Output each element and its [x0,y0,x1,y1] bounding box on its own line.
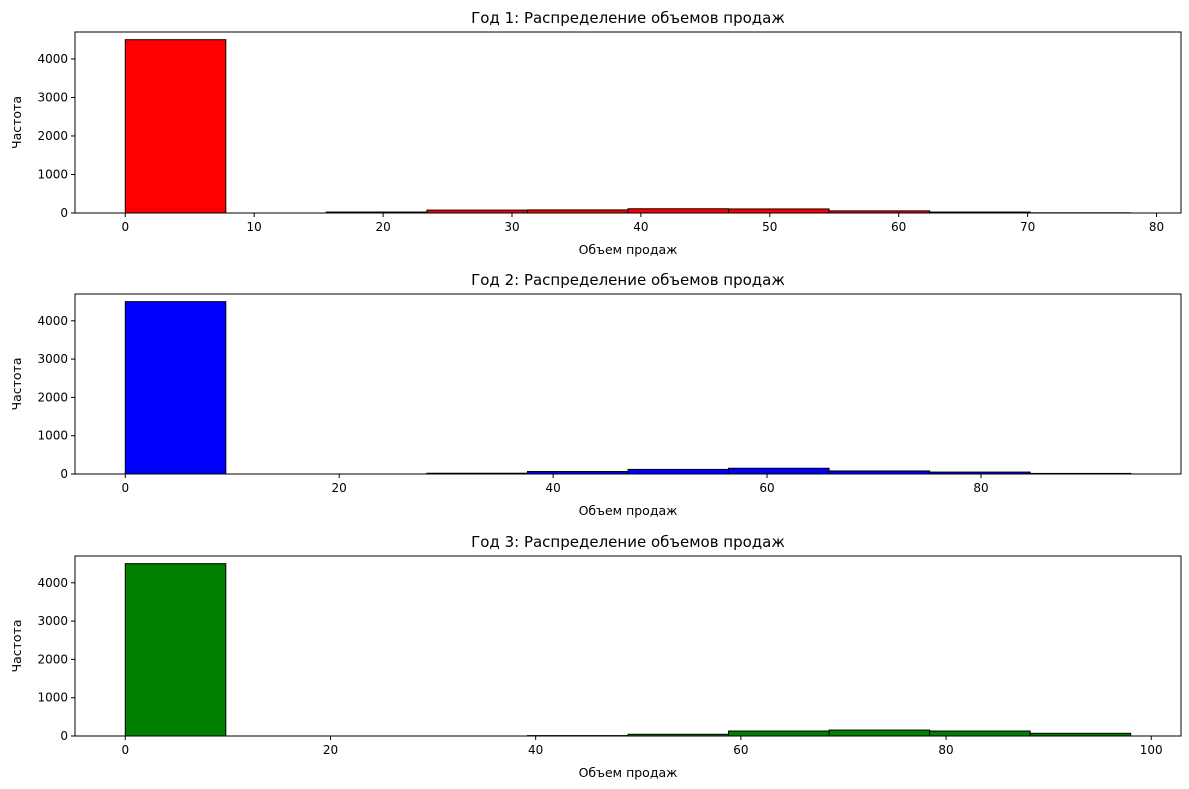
x-tick-label: 40 [528,743,543,757]
y-axis-label: Частота [9,358,24,411]
plot-frame [74,31,1182,214]
y-tick-label: 4000 [37,52,68,66]
x-tick-label: 60 [759,481,774,495]
x-tick-label: 80 [938,743,953,757]
histogram-bar [627,208,730,214]
histogram-bar [124,563,227,737]
x-tick-label: 0 [121,743,129,757]
x-tick-label: 40 [545,481,560,495]
histogram-bar [627,468,730,475]
x-tick-label: 10 [247,220,262,234]
x-tick-label: 80 [1149,220,1164,234]
y-tick-label: 1000 [37,429,68,443]
y-tick-label: 3000 [37,90,68,104]
histogram-panel-3: Год 3: Распределение объемов продаж 0 20 40… [9,533,1182,780]
histogram-panel-1: Год 1: Распределение объемов продаж 0 10 20… [9,9,1182,257]
chart-title: Год 2: Распределение объемов продаж [471,271,785,289]
histogram-panel-2: Год 2: Распределение объемов продаж 0 20 40… [9,271,1182,518]
x-tick-label: 0 [121,220,129,234]
x-tick-label: 100 [1140,743,1163,757]
y-tick-label: 0 [60,206,68,220]
chart-title: Год 3: Распределение объемов продаж [471,533,785,551]
histogram-bar [124,39,227,214]
y-tick-label: 3000 [37,614,68,628]
x-tick-label: 60 [891,220,906,234]
y-tick-label: 0 [60,729,68,743]
y-tick-label: 3000 [37,352,68,366]
x-tick-label: 60 [733,743,748,757]
histogram-bar [728,730,830,737]
y-axis-label: Частота [9,620,24,673]
x-tick-label: 20 [323,743,338,757]
y-tick-label: 2000 [37,129,68,143]
y-axis-label: Частота [9,96,24,149]
x-tick-label: 20 [332,481,347,495]
y-tick-label: 1000 [37,691,68,705]
x-axis-label: Объем продаж [579,242,678,257]
histogram-bar [728,467,830,475]
y-tick-label: 2000 [37,652,68,666]
y-tick-label: 0 [60,467,68,481]
x-axis-label: Объем продаж [579,765,678,780]
x-axis-label: Объем продаж [579,503,678,518]
x-tick-label: 50 [762,220,777,234]
x-tick-label: 0 [121,481,129,495]
plot-frame [74,293,1182,475]
plot-frame [74,555,1182,737]
y-tick-label: 1000 [37,167,68,181]
x-tick-label: 30 [504,220,519,234]
histogram-bar [728,208,830,214]
y-tick-label: 2000 [37,390,68,404]
chart-title: Год 1: Распределение объемов продаж [471,9,785,27]
y-tick-label: 4000 [37,314,68,328]
x-tick-label: 20 [375,220,390,234]
histogram-bar [124,301,227,475]
histogram-bar [828,729,931,737]
y-tick-label: 4000 [37,576,68,590]
x-tick-label: 70 [1020,220,1035,234]
x-tick-label: 80 [973,481,988,495]
histogram-bar [929,730,1031,737]
x-tick-label: 40 [633,220,648,234]
